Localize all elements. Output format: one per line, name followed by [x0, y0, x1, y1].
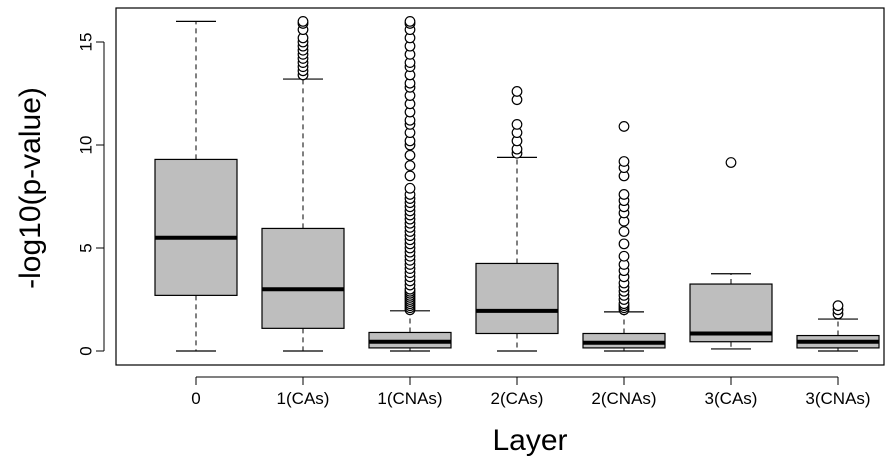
- outlier-point: [297, 15, 309, 27]
- x-axis-title: Layer: [492, 424, 567, 457]
- y-tick-label: 10: [77, 136, 96, 155]
- iqr-box: [475, 262, 559, 335]
- box-0: [154, 20, 238, 352]
- y-axis-title: -log10(p-value): [14, 87, 47, 289]
- box-3(CAs): [689, 157, 773, 350]
- x-tick-label: 1(CNAs): [377, 389, 442, 408]
- boxes-group: [154, 15, 880, 352]
- x-axis: 0 1(CAs) 1(CNAs) 2(CAs) 2(CNAs) 3(CAs) 3(CNAs): [191, 376, 871, 408]
- y-tick-label: 15: [77, 33, 96, 52]
- outlier-point: [404, 15, 416, 27]
- outlier-point: [618, 156, 630, 167]
- box-3(CNAs): [796, 300, 880, 352]
- plot-frame: [115, 7, 885, 366]
- box-1(CNAs): [368, 15, 452, 352]
- iqr-box: [154, 158, 238, 296]
- y-tick-label: 5: [77, 243, 96, 252]
- outlier-point: [511, 86, 523, 97]
- box-1(CAs): [261, 15, 345, 352]
- outlier-point: [404, 182, 416, 194]
- outlier-point: [404, 160, 416, 172]
- x-tick-label: 2(CAs): [491, 389, 544, 408]
- iqr-box: [582, 332, 666, 349]
- outlier-point: [404, 149, 416, 161]
- x-tick-label: 3(CNAs): [805, 389, 870, 408]
- outlier-point: [618, 121, 630, 132]
- outlier-point: [618, 250, 630, 262]
- outlier-point: [618, 226, 630, 237]
- iqr-box: [261, 227, 345, 329]
- outlier-point: [618, 189, 630, 200]
- x-tick-label: 3(CAs): [705, 389, 758, 408]
- x-tick-label: 1(CAs): [277, 389, 330, 408]
- x-tick-label: 0: [191, 389, 200, 408]
- outlier-point: [404, 170, 416, 182]
- box-2(CAs): [475, 86, 559, 352]
- x-tick-label: 2(CNAs): [591, 389, 656, 408]
- outlier-point: [511, 118, 523, 130]
- y-tick-label: 0: [77, 346, 96, 355]
- y-axis: 0 5 10 15: [77, 33, 105, 356]
- outlier-point: [832, 300, 844, 312]
- box-2(CNAs): [582, 121, 666, 352]
- outlier-point: [618, 238, 630, 250]
- outlier-point: [725, 157, 737, 168]
